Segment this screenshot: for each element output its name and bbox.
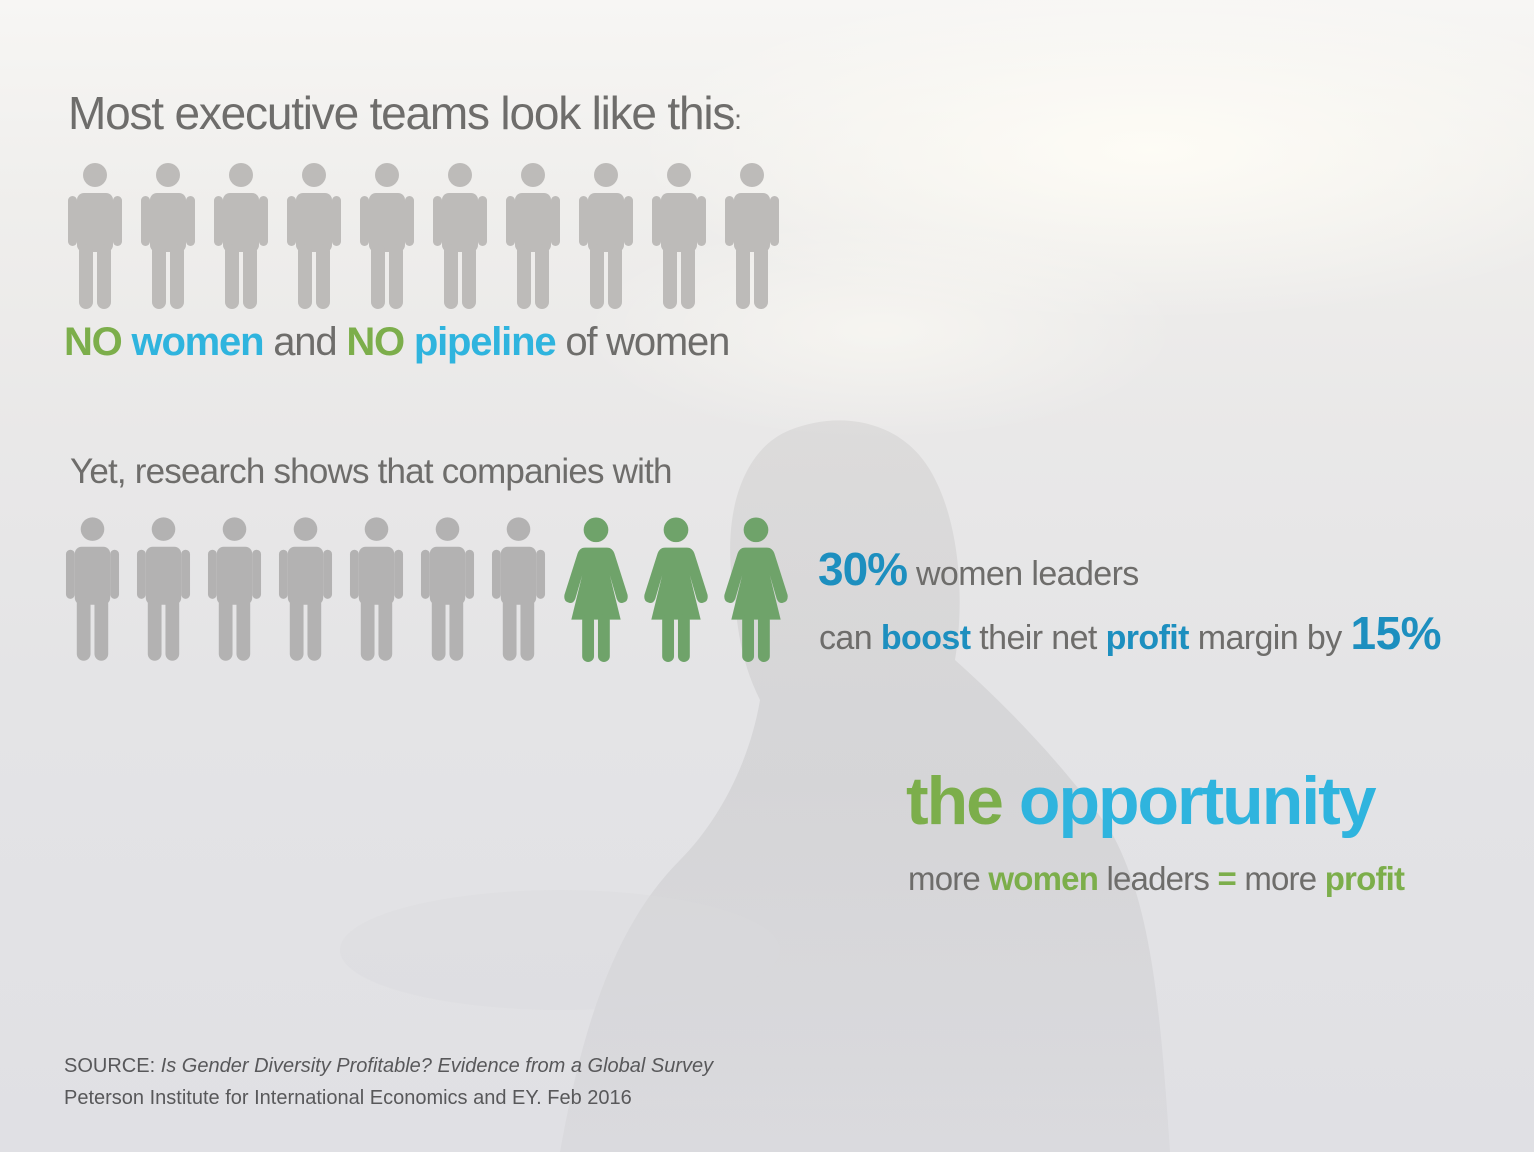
stat-can: can bbox=[819, 619, 873, 657]
equation-more-2: more bbox=[1244, 860, 1317, 897]
man-icon bbox=[506, 163, 560, 309]
research-statement: Yet, research shows that companies with bbox=[70, 452, 673, 491]
stat-percent-30: 30% bbox=[818, 543, 908, 595]
equation-equals: = bbox=[1217, 860, 1236, 897]
tagline-women: women bbox=[131, 320, 265, 364]
man-icon bbox=[725, 163, 779, 309]
stat-profit: profit bbox=[1105, 619, 1190, 657]
stat-margin-by: margin by bbox=[1197, 619, 1342, 657]
diverse-team-row bbox=[65, 516, 788, 664]
woman-icon bbox=[644, 517, 708, 663]
opportunity-the: the bbox=[906, 763, 1004, 839]
page-title: Most executive teams look like this: bbox=[68, 86, 742, 140]
stat-women-leaders-text: women leaders bbox=[915, 555, 1139, 593]
man-icon bbox=[579, 163, 633, 309]
man-icon bbox=[65, 517, 120, 661]
equation-more-1: more bbox=[908, 860, 981, 897]
tagline-of-women: of women bbox=[565, 320, 730, 364]
executive-team-row bbox=[67, 162, 780, 312]
opportunity-heading: the opportunity bbox=[906, 762, 1377, 840]
no-women-tagline: NO women and NO pipeline of women bbox=[64, 320, 730, 365]
title-text: Most executive teams look like this bbox=[68, 87, 735, 139]
equation-profit: profit bbox=[1324, 860, 1405, 897]
stat-their-net: their net bbox=[979, 619, 1097, 657]
man-icon bbox=[652, 163, 706, 309]
source-title: Is Gender Diversity Profitable? Evidence… bbox=[160, 1055, 714, 1077]
man-icon bbox=[207, 517, 262, 661]
opportunity-word: opportunity bbox=[1018, 763, 1377, 839]
woman-icon bbox=[564, 517, 628, 663]
man-icon bbox=[433, 163, 487, 309]
man-icon bbox=[136, 517, 191, 661]
man-icon bbox=[491, 517, 546, 661]
equation-women: women bbox=[988, 860, 1099, 897]
equation-leaders: leaders bbox=[1106, 860, 1210, 897]
man-icon bbox=[360, 163, 414, 309]
women-leaders-stat: 30% women leaders bbox=[818, 542, 1139, 596]
stat-percent-15: 15% bbox=[1350, 607, 1442, 659]
tagline-no-1: NO bbox=[64, 320, 123, 364]
man-icon bbox=[141, 163, 195, 309]
man-icon bbox=[349, 517, 404, 661]
profit-margin-stat: can boost their net profit margin by 15% bbox=[819, 606, 1442, 660]
man-icon bbox=[68, 163, 122, 309]
tagline-pipeline: pipeline bbox=[413, 320, 557, 364]
woman-icon bbox=[724, 517, 788, 663]
more-women-more-profit: more women leaders = more profit bbox=[908, 860, 1405, 898]
source-publisher: Peterson Institute for International Eco… bbox=[64, 1087, 632, 1109]
man-icon bbox=[278, 517, 333, 661]
source-citation: SOURCE: Is Gender Diversity Profitable? … bbox=[64, 1050, 713, 1114]
tagline-and: and bbox=[273, 320, 337, 364]
man-icon bbox=[214, 163, 268, 309]
source-label: SOURCE: bbox=[64, 1055, 156, 1077]
title-colon: : bbox=[734, 104, 742, 135]
stat-boost: boost bbox=[880, 619, 971, 657]
tagline-no-2: NO bbox=[346, 320, 405, 364]
man-icon bbox=[420, 517, 475, 661]
man-icon bbox=[287, 163, 341, 309]
